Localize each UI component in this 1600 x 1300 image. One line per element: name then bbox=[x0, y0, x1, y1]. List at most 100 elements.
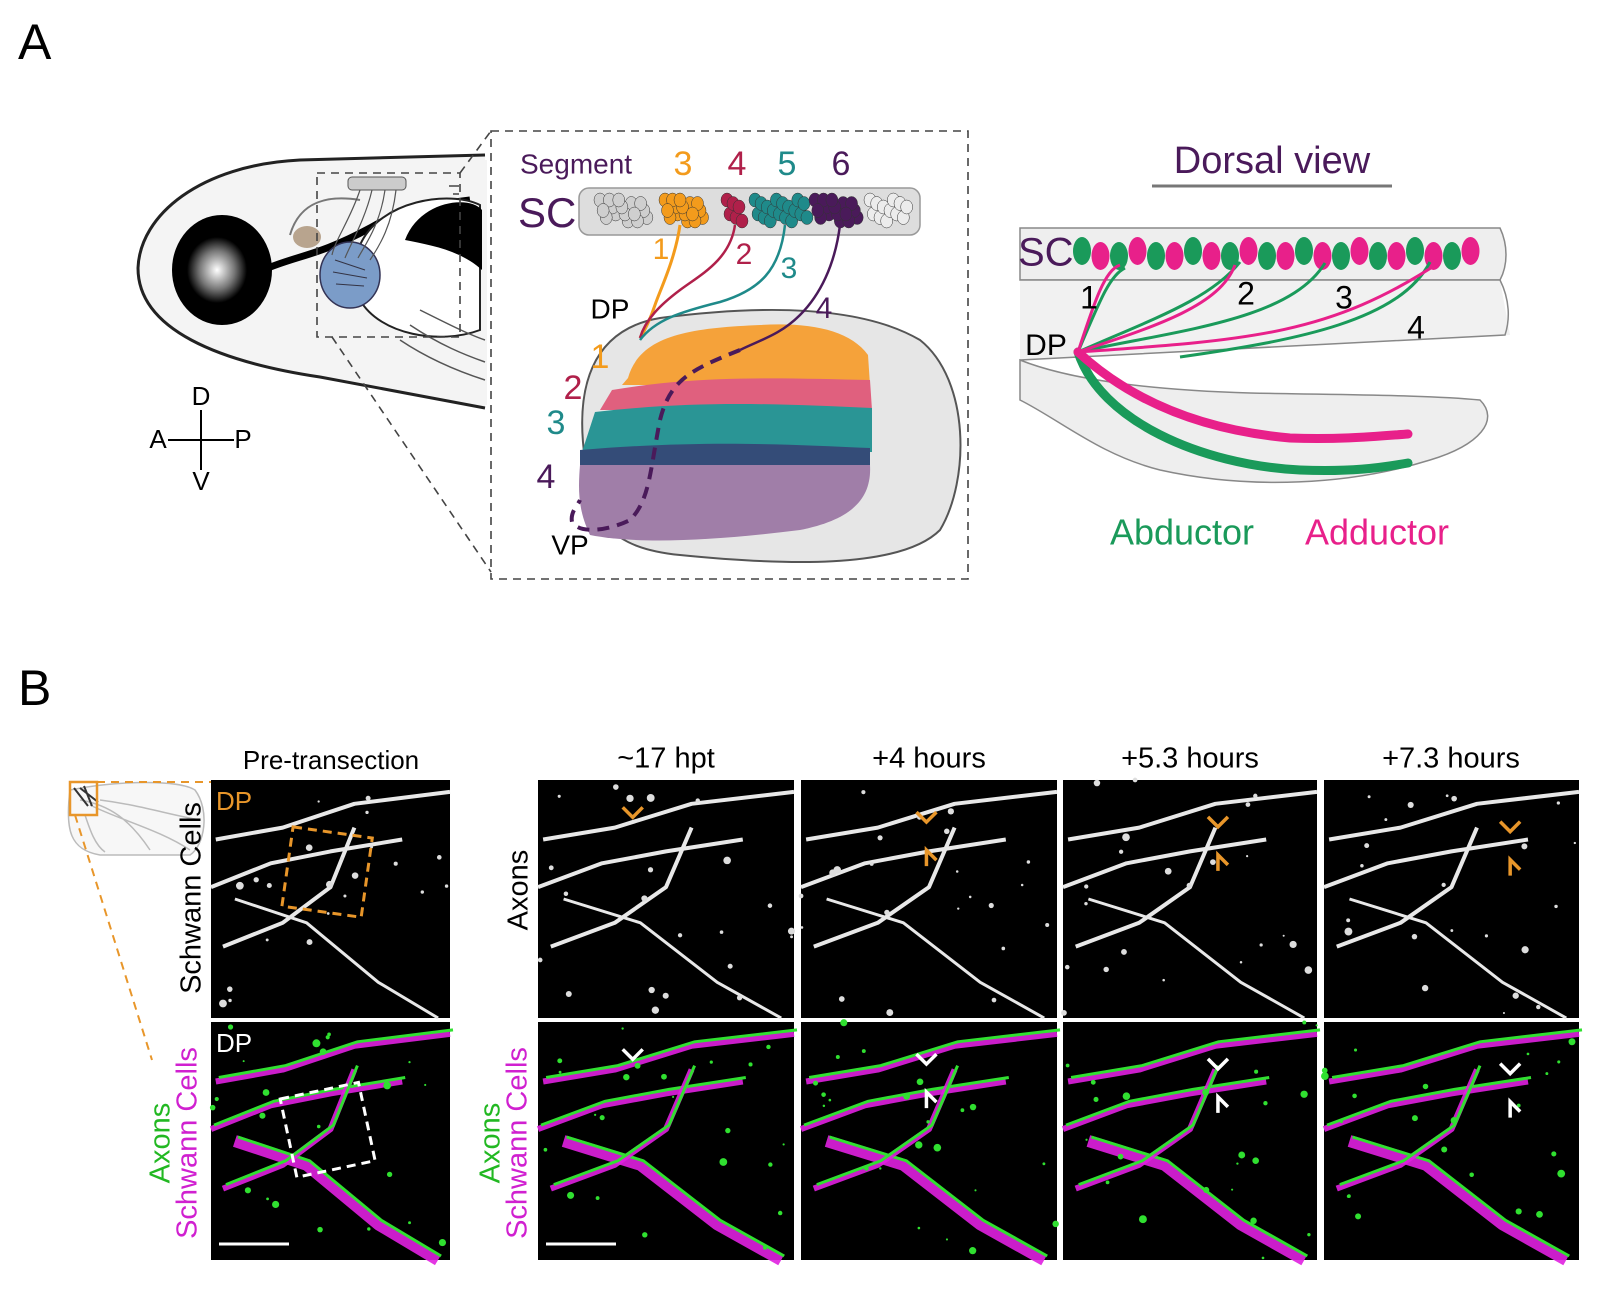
puncta bbox=[879, 1167, 882, 1170]
puncta bbox=[557, 1058, 563, 1064]
compass-label: P bbox=[234, 424, 251, 454]
puncta bbox=[1138, 1215, 1147, 1224]
arrowhead bbox=[1216, 850, 1230, 871]
puncta bbox=[1321, 1067, 1328, 1074]
puncta bbox=[1321, 1072, 1329, 1080]
cell bbox=[612, 192, 625, 208]
puncta bbox=[1042, 1162, 1046, 1166]
puncta bbox=[1117, 1153, 1124, 1160]
fish-lateral-part bbox=[449, 185, 459, 195]
puncta bbox=[599, 1115, 605, 1121]
puncta bbox=[1521, 843, 1528, 850]
puncta bbox=[1526, 1052, 1530, 1056]
panel-label: B bbox=[18, 660, 51, 716]
axon bbox=[1349, 897, 1567, 1020]
sc-cell bbox=[1369, 242, 1387, 270]
puncta bbox=[1516, 1103, 1521, 1108]
puncta bbox=[1103, 966, 1109, 973]
puncta bbox=[647, 867, 654, 873]
puncta bbox=[365, 810, 369, 815]
sc-cell bbox=[1332, 242, 1350, 270]
puncta bbox=[565, 990, 572, 997]
axon bbox=[808, 1028, 1061, 1079]
sc-cell bbox=[1276, 242, 1295, 270]
puncta bbox=[1093, 1096, 1099, 1102]
puncta bbox=[903, 1092, 911, 1100]
puncta bbox=[1353, 1048, 1358, 1052]
puncta bbox=[306, 939, 313, 946]
axon bbox=[1074, 826, 1218, 949]
region-number: 1 bbox=[591, 338, 610, 376]
schwann-cell bbox=[209, 1078, 403, 1132]
schwann-cell bbox=[1322, 1078, 1529, 1132]
puncta bbox=[1105, 1180, 1110, 1185]
puncta bbox=[424, 1083, 427, 1087]
fish-lateral bbox=[136, 130, 492, 573]
puncta bbox=[393, 861, 398, 866]
axon bbox=[1339, 1065, 1482, 1187]
inset-part bbox=[580, 443, 870, 465]
sc-cell bbox=[1295, 237, 1313, 265]
axon bbox=[215, 789, 451, 842]
puncta bbox=[1245, 802, 1251, 807]
puncta bbox=[228, 998, 232, 1003]
segment-number: 4 bbox=[728, 145, 747, 183]
inset: Segment 3 4 5 6 SC 1 2 3 4 DP 1 2 3 4 VP bbox=[490, 130, 969, 580]
puncta bbox=[727, 963, 733, 969]
sc-cell bbox=[1073, 237, 1091, 265]
compass-label: A bbox=[149, 424, 167, 454]
puncta bbox=[861, 1049, 866, 1054]
nerve-number: 1 bbox=[1080, 279, 1098, 315]
puncta bbox=[383, 1081, 392, 1090]
cell bbox=[797, 196, 811, 211]
sc-cell bbox=[1258, 242, 1276, 270]
dorsal-view-part bbox=[1019, 279, 1510, 361]
puncta bbox=[1411, 933, 1418, 940]
row-label: Schwann Cells bbox=[502, 1047, 534, 1239]
puncta bbox=[317, 800, 320, 803]
segment-number: 3 bbox=[674, 145, 693, 183]
column-title: ~17 hpt bbox=[617, 743, 715, 775]
arrowhead bbox=[1508, 855, 1522, 876]
inset-part bbox=[638, 224, 682, 339]
puncta bbox=[1085, 1138, 1088, 1141]
puncta bbox=[1502, 1011, 1505, 1015]
column-title: +5.3 hours bbox=[1121, 743, 1259, 775]
inset-part bbox=[622, 324, 870, 385]
dp-label: DP bbox=[1025, 329, 1067, 362]
axon bbox=[1352, 1135, 1570, 1258]
puncta bbox=[209, 1104, 216, 1111]
schwann-cell bbox=[561, 1135, 785, 1266]
sc-label: SC bbox=[518, 189, 576, 236]
sc-cell bbox=[1147, 242, 1165, 270]
axon bbox=[566, 1135, 785, 1258]
puncta bbox=[1238, 1151, 1246, 1159]
nerve-number: 3 bbox=[781, 252, 798, 285]
puncta bbox=[325, 1035, 330, 1040]
puncta bbox=[253, 877, 259, 883]
arrowhead bbox=[924, 1087, 938, 1109]
panel-b: Pre-transection ~17 hpt +4 hours +5.3 ho… bbox=[67, 743, 1583, 1266]
fish-icon bbox=[67, 780, 211, 1061]
puncta bbox=[813, 1080, 819, 1086]
puncta bbox=[968, 895, 972, 899]
fish-icon-part bbox=[73, 785, 99, 807]
puncta bbox=[800, 926, 804, 929]
puncta bbox=[822, 1104, 826, 1108]
sc-label: SC bbox=[1018, 231, 1074, 275]
puncta bbox=[725, 1127, 731, 1134]
schwann-cell bbox=[536, 1078, 744, 1132]
puncta bbox=[1411, 1115, 1418, 1122]
arrowhead bbox=[1206, 1057, 1230, 1072]
cell bbox=[845, 196, 858, 211]
nerve-number: 2 bbox=[736, 238, 753, 271]
sc-cell bbox=[1202, 242, 1221, 270]
puncta bbox=[945, 1238, 949, 1241]
puncta bbox=[974, 1189, 977, 1192]
puncta bbox=[1261, 1256, 1265, 1260]
puncta bbox=[661, 1073, 667, 1080]
puncta bbox=[1186, 882, 1192, 889]
axon bbox=[826, 897, 1045, 1020]
arrowhead bbox=[1216, 1092, 1230, 1113]
puncta bbox=[594, 1113, 597, 1116]
